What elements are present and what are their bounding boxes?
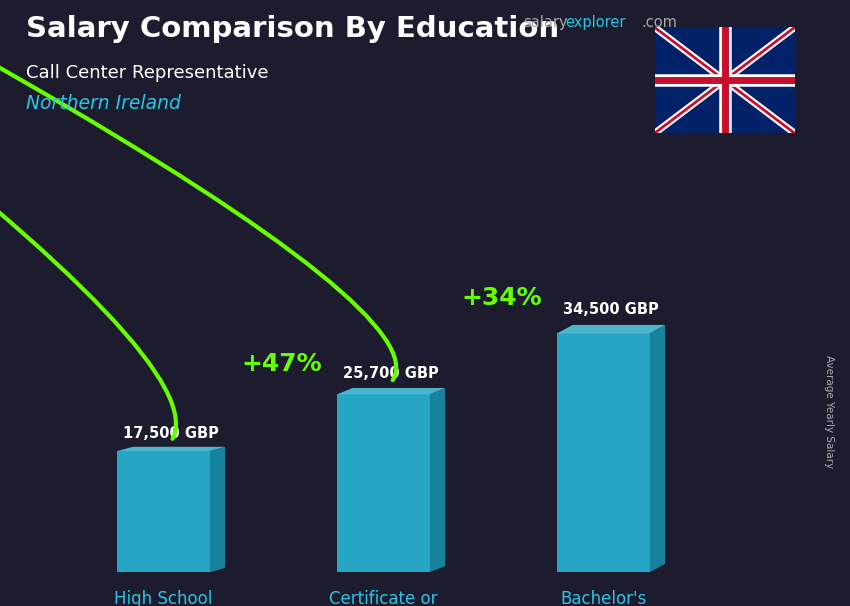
- Bar: [558, 333, 649, 572]
- Text: 34,500 GBP: 34,500 GBP: [564, 302, 659, 317]
- Polygon shape: [337, 388, 445, 395]
- Polygon shape: [430, 388, 445, 572]
- Text: explorer: explorer: [565, 15, 626, 30]
- Polygon shape: [649, 325, 665, 572]
- Text: Salary Comparison By Education: Salary Comparison By Education: [26, 15, 558, 43]
- Polygon shape: [558, 325, 665, 333]
- Bar: [337, 395, 430, 572]
- Text: 25,700 GBP: 25,700 GBP: [343, 366, 439, 381]
- Polygon shape: [117, 447, 225, 451]
- Text: 17,500 GBP: 17,500 GBP: [123, 426, 219, 441]
- Text: .com: .com: [642, 15, 677, 30]
- Bar: [117, 451, 210, 572]
- Text: Call Center Representative: Call Center Representative: [26, 64, 268, 82]
- Text: Average Yearly Salary: Average Yearly Salary: [824, 356, 834, 468]
- Text: salary: salary: [523, 15, 568, 30]
- Text: +47%: +47%: [241, 351, 321, 376]
- Text: Northern Ireland: Northern Ireland: [26, 94, 180, 113]
- Text: +34%: +34%: [461, 286, 541, 310]
- Polygon shape: [210, 447, 225, 572]
